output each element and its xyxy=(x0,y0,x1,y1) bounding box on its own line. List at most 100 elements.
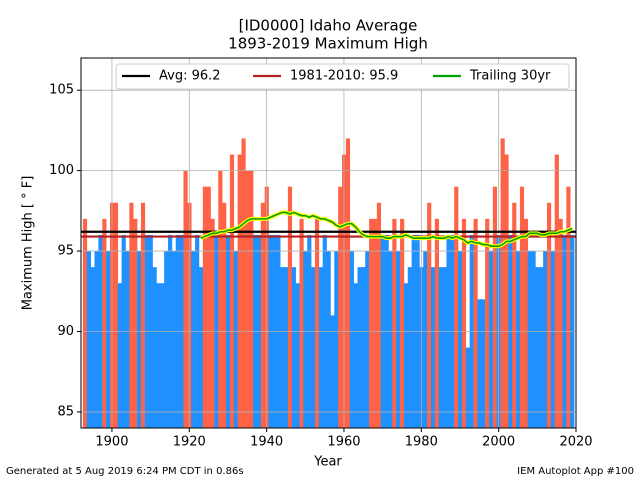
bar xyxy=(86,251,91,428)
chart-title: [ID0000] Idaho Average xyxy=(239,17,418,35)
bar xyxy=(94,251,99,428)
bar xyxy=(318,267,323,428)
bar xyxy=(492,186,498,428)
bar xyxy=(434,218,440,428)
bar xyxy=(183,170,188,428)
bar xyxy=(233,251,238,428)
bar xyxy=(334,251,339,428)
bar xyxy=(566,186,571,428)
bar xyxy=(485,218,490,428)
bar xyxy=(311,267,316,428)
legend-label: 1981-2010: 95.9 xyxy=(290,69,398,84)
bar xyxy=(458,251,463,428)
bar xyxy=(372,218,378,428)
bar xyxy=(164,251,169,428)
x-axis-label: Year xyxy=(313,455,342,470)
footer-right: IEM Autoplot App #100 xyxy=(517,466,634,477)
bar xyxy=(353,283,358,428)
bar xyxy=(171,251,177,428)
trend-line xyxy=(200,211,573,248)
bar xyxy=(442,267,447,428)
bar xyxy=(403,283,409,428)
bar xyxy=(102,218,107,428)
bar xyxy=(291,267,296,428)
legend-label: Avg: 96.2 xyxy=(159,69,221,84)
bar xyxy=(365,251,370,428)
bar xyxy=(527,251,532,428)
bar xyxy=(430,267,436,428)
bar xyxy=(245,170,250,428)
legend-box xyxy=(115,63,570,90)
chart-subtitle: 1893-2019 Maximum High xyxy=(228,35,428,53)
bar xyxy=(206,186,211,428)
bar xyxy=(400,218,405,428)
bar xyxy=(330,315,335,428)
bar xyxy=(241,138,246,428)
x-tick-label: 1960 xyxy=(327,435,360,450)
bar xyxy=(546,202,552,428)
bar xyxy=(314,218,320,428)
bar xyxy=(338,186,343,428)
bar xyxy=(357,267,362,428)
bar xyxy=(198,267,204,428)
bar xyxy=(465,347,470,428)
x-tick-label: 1900 xyxy=(95,435,128,450)
bar xyxy=(531,251,536,428)
x-tick-label: 1940 xyxy=(250,435,283,450)
bar xyxy=(260,202,265,428)
bar xyxy=(295,283,300,428)
bar xyxy=(210,218,215,428)
bar xyxy=(345,138,351,428)
bar xyxy=(249,170,254,428)
plot-frame xyxy=(80,57,577,429)
bar xyxy=(392,218,397,428)
y-tick-label: 100 xyxy=(49,163,74,178)
bar xyxy=(481,299,486,428)
bar xyxy=(473,218,478,428)
bar xyxy=(113,202,119,428)
bar xyxy=(388,251,393,428)
bar xyxy=(519,186,525,428)
bar xyxy=(500,138,505,428)
bar xyxy=(125,251,130,428)
bar xyxy=(554,154,559,429)
bar xyxy=(82,218,88,428)
footer-left: Generated at 5 Aug 2019 6:24 PM CDT in 0… xyxy=(6,466,244,477)
bar xyxy=(477,299,482,428)
bar xyxy=(407,267,412,428)
y-tick-label: 90 xyxy=(57,324,74,339)
bar xyxy=(558,218,563,428)
bar xyxy=(156,283,161,428)
bar xyxy=(106,251,111,428)
y-tick-label: 85 xyxy=(57,404,74,419)
bar xyxy=(129,202,134,428)
y-axis-label: Maximum High [ ° F] xyxy=(21,176,36,311)
bar xyxy=(438,267,443,428)
bar xyxy=(539,267,544,428)
bar xyxy=(229,154,235,429)
bar xyxy=(90,267,95,428)
legend-label: Trailing 30yr xyxy=(469,69,551,84)
bar xyxy=(152,267,157,428)
bar xyxy=(280,267,285,428)
bar xyxy=(117,283,122,428)
bar xyxy=(427,202,432,428)
bar xyxy=(376,202,382,428)
bar xyxy=(326,251,331,428)
bar xyxy=(523,218,528,428)
bar xyxy=(361,267,366,428)
bar xyxy=(299,218,304,428)
bar xyxy=(284,267,289,428)
bar xyxy=(543,251,548,428)
bar xyxy=(535,267,540,428)
x-tick-label: 1980 xyxy=(405,435,438,450)
x-tick-label: 2020 xyxy=(559,435,592,450)
bar xyxy=(160,283,165,428)
bar xyxy=(140,202,146,428)
bar xyxy=(237,154,242,429)
bar xyxy=(423,251,428,428)
x-tick-label: 1920 xyxy=(173,435,206,450)
bar xyxy=(396,251,401,428)
bar xyxy=(191,251,196,428)
